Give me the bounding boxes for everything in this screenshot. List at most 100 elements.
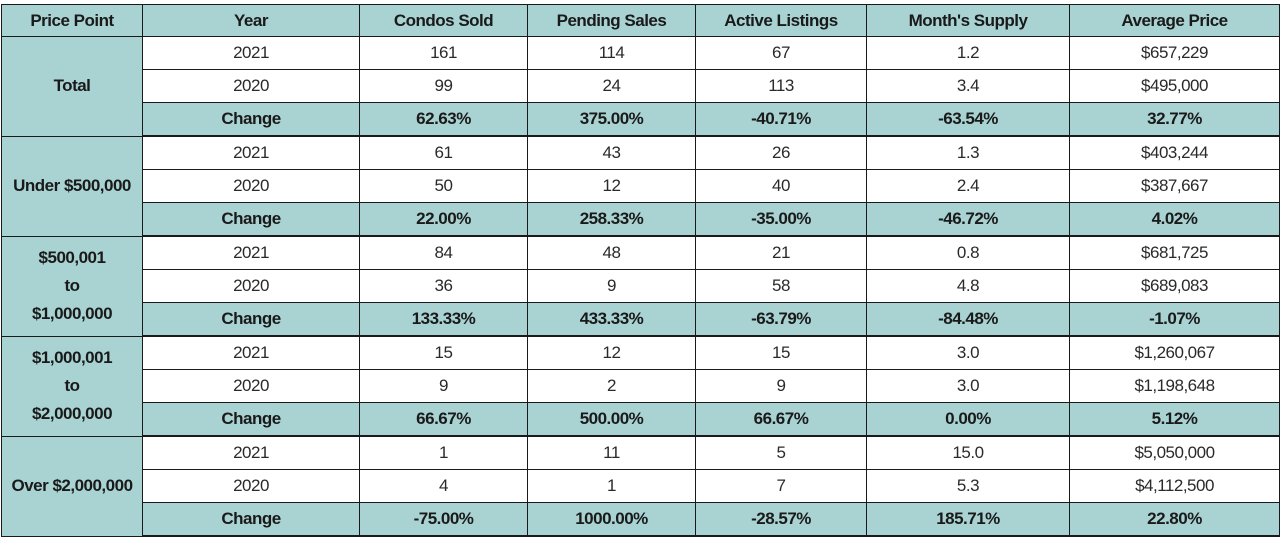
pending-sales-cell: 9 bbox=[527, 269, 696, 303]
price-point-label: $1,000,001 to $2,000,000 bbox=[1, 335, 143, 437]
pending-sales-cell: 258.33% bbox=[527, 202, 696, 237]
year-cell: 2020 bbox=[142, 169, 360, 203]
condos-sold-cell: 15 bbox=[359, 335, 528, 370]
condos-sold-cell: -75.00% bbox=[359, 502, 528, 537]
year-cell: 2020 bbox=[142, 369, 360, 403]
table-row: 2020 36 9 58 4.8 $689,083 bbox=[2, 269, 1280, 303]
year-cell: 2020 bbox=[142, 69, 360, 103]
pending-sales-cell: 1000.00% bbox=[527, 502, 696, 537]
active-listings-cell: -63.79% bbox=[695, 302, 867, 337]
months-supply-cell: 15.0 bbox=[866, 435, 1070, 470]
condos-sold-cell: 22.00% bbox=[359, 202, 528, 237]
year-cell: Change bbox=[142, 402, 360, 437]
column-header-year: Year bbox=[142, 4, 360, 37]
active-listings-cell: 9 bbox=[695, 369, 867, 403]
condos-sold-cell: 50 bbox=[359, 169, 528, 203]
table-row: Over $2,000,000 2021 1 11 5 15.0 $5,050,000 bbox=[1, 435, 1280, 537]
change-row: Change 133.33% 433.33% -63.79% -84.48% -1.07% bbox=[2, 302, 1280, 337]
year-cell: Change bbox=[142, 302, 360, 337]
table-row: Under $500,000 2021 61 43 26 1.3 $403,244 bbox=[1, 135, 1280, 237]
column-header-active-listings: Active Listings bbox=[695, 4, 867, 37]
table-row: 2020 99 24 113 3.4 $495,000 bbox=[2, 69, 1280, 103]
column-header-average-price: Average Price bbox=[1069, 4, 1280, 37]
table-row: 2020 9 2 9 3.0 $1,198,648 bbox=[2, 369, 1280, 403]
year-cell: 2021 bbox=[142, 235, 360, 270]
year-cell: Change bbox=[142, 102, 360, 137]
column-header-price-point: Price Point bbox=[1, 4, 143, 37]
active-listings-cell: 67 bbox=[695, 36, 867, 70]
months-supply-cell: 0.00% bbox=[866, 402, 1070, 437]
price-point-label: $500,001 to $1,000,000 bbox=[1, 235, 143, 337]
average-price-cell: 32.77% bbox=[1069, 102, 1280, 137]
active-listings-cell: -40.71% bbox=[695, 102, 867, 137]
price-point-label-line: Under $500,000 bbox=[13, 176, 131, 195]
change-row: Change 22.00% 258.33% -35.00% -46.72% 4.02% bbox=[2, 202, 1280, 237]
price-point-table: Price Point Year Condos Sold Pending Sal… bbox=[1, 4, 1280, 537]
pending-sales-cell: 24 bbox=[527, 69, 696, 103]
price-point-label-line: to bbox=[64, 376, 80, 395]
months-supply-cell: 185.71% bbox=[866, 502, 1070, 537]
average-price-cell: -1.07% bbox=[1069, 302, 1280, 337]
months-supply-cell: 1.2 bbox=[866, 36, 1070, 70]
average-price-cell: $681,725 bbox=[1069, 235, 1280, 270]
price-point-label: Total bbox=[1, 36, 143, 137]
pending-sales-cell: 114 bbox=[527, 36, 696, 70]
change-row: Change 66.67% 500.00% 66.67% 0.00% 5.12% bbox=[2, 402, 1280, 437]
active-listings-cell: 15 bbox=[695, 335, 867, 370]
condos-sold-cell: 66.67% bbox=[359, 402, 528, 437]
active-listings-cell: 26 bbox=[695, 135, 867, 170]
condos-sold-cell: 61 bbox=[359, 135, 528, 170]
average-price-cell: 5.12% bbox=[1069, 402, 1280, 437]
year-cell: 2021 bbox=[142, 335, 360, 370]
active-listings-cell: -28.57% bbox=[695, 502, 867, 537]
active-listings-cell: -35.00% bbox=[695, 202, 867, 237]
pending-sales-cell: 48 bbox=[527, 235, 696, 270]
active-listings-cell: 40 bbox=[695, 169, 867, 203]
pending-sales-cell: 500.00% bbox=[527, 402, 696, 437]
change-row: Change 62.63% 375.00% -40.71% -63.54% 32.77% bbox=[2, 102, 1280, 137]
price-point-label-line: Total bbox=[53, 76, 91, 96]
months-supply-cell: -84.48% bbox=[866, 302, 1070, 337]
year-cell: 2021 bbox=[142, 135, 360, 170]
year-cell: 2020 bbox=[142, 269, 360, 303]
pending-sales-cell: 1 bbox=[527, 469, 696, 503]
active-listings-cell: 58 bbox=[695, 269, 867, 303]
months-supply-cell: -63.54% bbox=[866, 102, 1070, 137]
months-supply-cell: 3.0 bbox=[866, 369, 1070, 403]
average-price-cell: $689,083 bbox=[1069, 269, 1280, 303]
column-header-pending-sales: Pending Sales bbox=[527, 4, 696, 37]
year-cell: 2021 bbox=[142, 36, 360, 70]
year-cell: 2021 bbox=[142, 435, 360, 470]
price-point-label-line: $1,000,001 bbox=[31, 348, 113, 367]
months-supply-cell: 5.3 bbox=[866, 469, 1070, 503]
pending-sales-cell: 43 bbox=[527, 135, 696, 170]
months-supply-cell: 3.4 bbox=[866, 69, 1070, 103]
months-supply-cell: 4.8 bbox=[866, 269, 1070, 303]
months-supply-cell: 0.8 bbox=[866, 235, 1070, 270]
table-row: $500,001 to $1,000,000 2021 84 48 21 0.8 $681,72… bbox=[1, 235, 1280, 337]
active-listings-cell: 5 bbox=[695, 435, 867, 470]
pending-sales-cell: 12 bbox=[527, 335, 696, 370]
average-price-cell: $403,244 bbox=[1069, 135, 1280, 170]
pending-sales-cell: 2 bbox=[527, 369, 696, 403]
price-point-label-line: $500,001 bbox=[38, 248, 106, 267]
year-cell: Change bbox=[142, 202, 360, 237]
price-point-label-line: Over $2,000,000 bbox=[11, 476, 133, 495]
header-row: Price Point Year Condos Sold Pending Sal… bbox=[1, 4, 1280, 37]
condos-sold-cell: 62.63% bbox=[359, 102, 528, 137]
months-supply-cell: 1.3 bbox=[866, 135, 1070, 170]
months-supply-cell: 2.4 bbox=[866, 169, 1070, 203]
months-supply-cell: -46.72% bbox=[866, 202, 1070, 237]
table-row: 2020 4 1 7 5.3 $4,112,500 bbox=[2, 469, 1280, 503]
change-row: Change -75.00% 1000.00% -28.57% 185.71% 22.80… bbox=[2, 502, 1280, 537]
price-point-label-line: $1,000,000 bbox=[31, 304, 113, 323]
price-point-label-line: $2,000,000 bbox=[31, 404, 113, 423]
price-point-label: Under $500,000 bbox=[1, 135, 143, 237]
average-price-cell: $4,112,500 bbox=[1069, 469, 1280, 503]
condos-sold-cell: 133.33% bbox=[359, 302, 528, 337]
average-price-cell: $1,260,067 bbox=[1069, 335, 1280, 370]
condos-sold-cell: 36 bbox=[359, 269, 528, 303]
column-header-months-supply: Month's Supply bbox=[866, 4, 1070, 37]
table-row: $1,000,001 to $2,000,000 2021 15 12 15 3.0 $1,26… bbox=[1, 335, 1280, 437]
condos-sold-cell: 4 bbox=[359, 469, 528, 503]
